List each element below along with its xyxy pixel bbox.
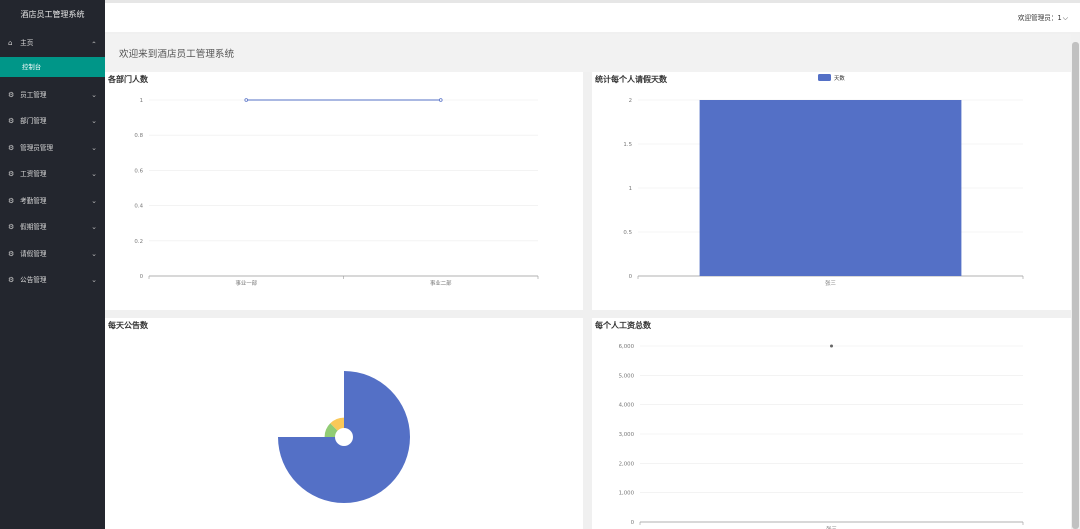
sidebar-item-label: 考勤管理 (20, 196, 47, 205)
y-tick-label: 3,000 (619, 432, 635, 438)
data-point (438, 98, 443, 102)
welcome-banner: 欢迎来到酒店员工管理系统 (105, 34, 1071, 72)
chevron-down-icon: ⌄ (91, 249, 97, 258)
gear-icon: ⚙ (8, 143, 15, 152)
sidebar-item-holiday[interactable]: ⚙ 假期管理 ⌄ (0, 214, 105, 241)
y-tick-label: 1.5 (623, 142, 632, 148)
data-point (244, 98, 249, 102)
gear-icon: ⚙ (8, 249, 15, 258)
gear-icon: ⚙ (8, 223, 15, 231)
scrollbar[interactable] (1071, 34, 1080, 529)
gear-icon: ⚙ (8, 117, 15, 125)
sidebar-item-label: 管理员管理 (20, 143, 54, 152)
line-chart: 0 0.2 0.4 0.6 0.8 1 事业一部 事业二部 (134, 98, 539, 287)
y-tick-label: 0.5 (623, 230, 632, 236)
x-tick-label: 张三 (826, 525, 837, 529)
y-tick-label: 1 (629, 186, 632, 192)
y-tick-label: 2 (629, 98, 632, 104)
sidebar-item-label: 假期管理 (20, 223, 47, 231)
pie-slice (324, 423, 338, 437)
y-tick-label: 0.6 (134, 168, 143, 174)
gear-icon: ⚙ (8, 276, 15, 284)
chevron-down-icon: ⌄ (91, 223, 97, 231)
chevron-up-icon: ⌄ (91, 39, 97, 48)
chart-panel-salary-total: 0 1,000 2,000 3,000 4,000 5,000 6,000 张三 每个人工资总… (592, 318, 1071, 529)
scrollbar-thumb[interactable] (1072, 42, 1079, 529)
x-tick-label: 事业二部 (430, 279, 452, 287)
sidebar-item-label: 员工管理 (20, 90, 47, 99)
y-tick-label: 2,000 (619, 461, 635, 467)
chart-title: 各部门人数 (108, 75, 148, 84)
y-tick-label: 1 (140, 98, 143, 104)
sidebar-item-admin[interactable]: ⚙ 管理员管理 ⌄ (0, 135, 105, 162)
y-tick-label: 0 (629, 274, 633, 280)
y-tick-label: 0.2 (134, 239, 143, 245)
sidebar-item-department[interactable]: ⚙ 部门管理 ⌄ (0, 108, 105, 135)
user-label: 欢迎管理员：1 (1017, 14, 1062, 22)
sidebar-item-label: 请假管理 (20, 249, 47, 258)
chevron-down-icon: ⌄ (91, 143, 97, 152)
sidebar-item-label: 工资管理 (20, 170, 47, 178)
y-tick-label: 0.8 (134, 133, 143, 139)
legend-label: 天数 (834, 74, 845, 82)
x-tick-label: 张三 (825, 279, 836, 287)
pie-slice (278, 371, 410, 503)
sidebar-item-home[interactable]: ⌂ 主页 ⌄ (0, 30, 105, 57)
x-tick-label: 事业一部 (235, 279, 257, 287)
y-tick-label: 4,000 (619, 403, 635, 409)
top-header: 欢迎管理员：1⌵ (105, 0, 1080, 32)
chart-panel-leave-days: 0 0.5 1 1.5 2 张三 天数 统计每个人请假天数 (592, 72, 1071, 310)
chevron-down-icon: ⌄ (91, 90, 97, 99)
y-tick-label: 0 (140, 274, 144, 280)
y-tick-label: 5,000 (619, 373, 635, 379)
y-tick-label: 0.4 (134, 204, 143, 210)
chart-title: 每天公告数 (108, 321, 148, 330)
home-icon: ⌂ (8, 39, 13, 47)
legend-swatch (818, 74, 831, 81)
chart-title: 每个人工资总数 (595, 321, 651, 330)
bar (699, 100, 962, 276)
sidebar-item-attendance[interactable]: ⚙ 考勤管理 ⌄ (0, 188, 105, 215)
y-tick-label: 0 (631, 520, 635, 526)
pie-slice (330, 417, 344, 431)
chevron-down-icon: ⌄ (91, 276, 97, 284)
chevron-down-icon: ⌄ (91, 170, 97, 178)
chevron-down-icon: ⌄ (91, 196, 97, 205)
y-tick-label: 6,000 (619, 344, 635, 350)
bar-chart: 0 0.5 1 1.5 2 张三 天数 (623, 74, 1024, 287)
chart-title: 统计每个人请假天数 (595, 75, 667, 84)
sidebar-item-leave[interactable]: ⚙ 请假管理 ⌄ (0, 241, 105, 268)
sidebar-subitem-console[interactable]: 控制台 (0, 56, 105, 77)
scatter-point (830, 344, 833, 348)
chart-panel-department-count: 0 0.2 0.4 0.6 0.8 1 事业一部 事业二部 各部门人数 (105, 72, 583, 310)
user-menu[interactable]: 欢迎管理员：1⌵ (1018, 12, 1068, 23)
sidebar-item-label: 主页 (20, 39, 34, 47)
chevron-down-icon: ⌵ (1062, 14, 1068, 22)
sidebar-item-label: 部门管理 (20, 117, 47, 125)
gear-icon: ⚙ (8, 170, 15, 178)
sidebar-item-notice[interactable]: ⚙ 公告管理 ⌄ (0, 267, 105, 294)
welcome-text: 欢迎来到酒店员工管理系统 (119, 49, 235, 60)
y-tick-label: 1,000 (619, 491, 635, 497)
sidebar-nav: ⌂ 主页 ⌄ 控制台 ⚙ 员工管理 ⌄ ⚙ 部门管理 ⌄ ⚙ 管理员管理 ⌄ ⚙… (0, 30, 105, 294)
sidebar-item-label: 公告管理 (20, 276, 47, 284)
sidebar-item-staff[interactable]: ⚙ 员工管理 ⌄ (0, 82, 105, 109)
gear-icon: ⚙ (8, 90, 15, 99)
scatter-chart: 0 1,000 2,000 3,000 4,000 5,000 6,000 张三 (619, 344, 1024, 529)
pie-chart (278, 371, 410, 503)
app-title: 酒店员工管理系统 (20, 10, 85, 19)
gear-icon: ⚙ (8, 196, 15, 205)
sidebar-item-salary[interactable]: ⚙ 工资管理 ⌄ (0, 161, 105, 188)
chart-panel-daily-notices: 每天公告数 (105, 318, 583, 529)
sidebar: 酒店员工管理系统 ⌂ 主页 ⌄ 控制台 ⚙ 员工管理 ⌄ ⚙ 部门管理 ⌄ ⚙ … (0, 0, 105, 529)
chevron-down-icon: ⌄ (91, 117, 97, 125)
